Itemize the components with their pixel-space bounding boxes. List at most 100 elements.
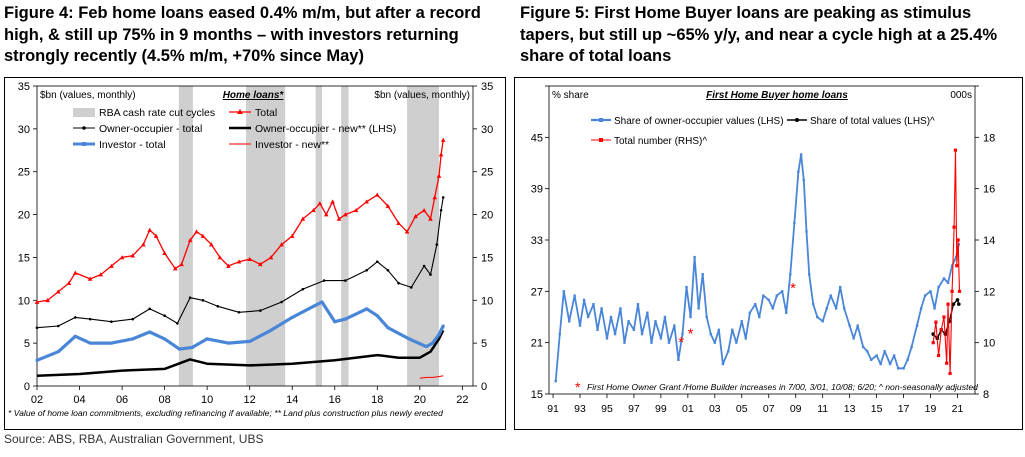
grant-increase-marker: *	[678, 334, 684, 351]
series-total-number-rhs-point	[931, 341, 935, 345]
y-tick-label-right: 14	[983, 235, 995, 247]
x-tick-label: 11	[817, 403, 828, 415]
series-owner-occupier-total-point	[163, 314, 166, 318]
series-share-of-owner-occupier-values-lhs-point	[954, 255, 958, 259]
series-total-point	[330, 199, 335, 204]
series-share-of-owner-occupier-values-lhs-point	[754, 302, 757, 306]
series-share-of-owner-occupier-values-lhs-point	[805, 230, 808, 233]
x-tick-label: 20	[414, 394, 426, 406]
legend-rba-cash-rate-cut-cycles-swatch	[73, 108, 95, 117]
series-total-number-rhs-point	[939, 328, 943, 332]
series-total-number-rhs-point	[952, 225, 956, 229]
series-owner-occupier-total-point	[73, 316, 77, 319]
series-total-number-rhs-line	[932, 149, 961, 375]
series-share-of-owner-occupier-values-lhs-point	[568, 320, 571, 323]
series-total-number-rhs-point	[934, 320, 938, 324]
series-investor-new-line	[419, 375, 444, 379]
x-tick-label: 10	[201, 394, 213, 406]
series-share-of-owner-occupier-values-lhs-point	[578, 324, 582, 327]
series-share-of-owner-occupier-values-lhs-point	[654, 320, 657, 323]
series-total-point	[226, 263, 231, 268]
series-investor-total-point	[290, 316, 294, 319]
y-tick-label-right: 8	[983, 389, 989, 401]
series-total-point	[236, 259, 242, 264]
series-total-point	[147, 227, 153, 232]
series-total-point	[336, 216, 342, 221]
series-owner-occupier-total-point	[176, 322, 179, 325]
x-tick-label: 16	[329, 394, 341, 406]
x-tick-label: 03	[709, 403, 721, 415]
legend-investor-total-label: Investor - total	[99, 139, 166, 151]
series-share-of-owner-occupier-values-lhs-point	[562, 290, 566, 293]
y-tick-label-left: 27	[531, 286, 543, 298]
y-tick-label-right: 20	[481, 210, 493, 222]
y-axis-label-left: $bn (values, monthly)	[40, 90, 136, 101]
legend-rba-cash-rate-cut-cycles-label: RBA cash rate cut cycles	[99, 107, 215, 119]
series-investor-total-point	[343, 317, 347, 321]
series-share-of-owner-occupier-values-lhs-point	[717, 328, 721, 332]
series-investor-total-point	[312, 304, 315, 308]
series-share-of-owner-occupier-values-lhs-point	[721, 362, 725, 366]
series-owner-occupier-total-point	[397, 281, 400, 285]
figure-5-title: Figure 5: First Home Buyer loans are pea…	[520, 4, 998, 65]
series-share-of-owner-occupier-values-lhs-point	[910, 345, 913, 349]
legend-total-label: Total	[255, 107, 277, 119]
series-investor-total-point	[441, 324, 445, 328]
series-owner-occupier-total-point	[35, 326, 39, 330]
series-total-point	[87, 276, 93, 281]
series-share-of-owner-occupier-values-lhs-point	[713, 341, 717, 344]
series-share-of-owner-occupier-values-lhs-point	[689, 315, 692, 319]
legend-investor-total-marker	[82, 142, 86, 146]
series-share-of-owner-occupier-values-lhs-point	[677, 358, 680, 361]
series-investor-total-point	[88, 341, 92, 345]
series-owner-occupier-total-point	[375, 260, 379, 264]
series-total-point	[153, 233, 159, 238]
rate-cut-shading	[246, 86, 286, 386]
series-total-point	[279, 242, 284, 247]
series-share-of-owner-occupier-values-lhs-point	[758, 315, 761, 319]
source-note: Source: ABS, RBA, Australian Government,…	[4, 432, 264, 446]
y-tick-label-right: 25	[481, 167, 493, 179]
legend-owner-occupier-total-marker	[82, 126, 86, 130]
x-tick-label: 04	[73, 394, 85, 406]
first-home-buyer-plot: 15 21 27 33 39 45 8 10 12 14 16 18 91 93 95 97 99 01 03 05 0…	[531, 85, 995, 415]
series-total-point	[162, 250, 167, 255]
x-tick-label: 22	[456, 394, 468, 406]
series-total-point	[200, 233, 206, 238]
y-tick-label-left: 33	[531, 235, 543, 247]
series-owner-occupier-total-point	[429, 273, 432, 276]
series-share-of-owner-occupier-values-lhs-point	[825, 307, 828, 310]
series-share-of-owner-occupier-values-lhs-point	[802, 178, 805, 182]
series-share-of-owner-occupier-values-lhs-point	[640, 332, 644, 336]
series-total-point	[374, 192, 380, 197]
y-tick-label-left: 15	[18, 252, 30, 264]
rate-cut-shading	[178, 86, 193, 386]
series-total-point	[438, 152, 444, 157]
home-loans-chart: 0 0 5 5 10 10 15 15 20 20 25 25 30 30 35 35 02 04 06 08 10 12…	[4, 77, 506, 430]
series-share-of-owner-occupier-values-lhs-point	[861, 345, 865, 349]
legend-share-of-total-values-lhs-label: Share of total values (LHS)^	[810, 116, 935, 127]
series-total-number-rhs-point	[942, 315, 946, 319]
series-share-of-owner-occupier-values-lhs-point	[775, 294, 779, 297]
home-loans-plot: 0 0 5 5 10 10 15 15 20 20 25 25 30 30 35 35 02 04 06 08 10 12…	[8, 81, 493, 418]
series-owner-occupier-total-point	[56, 324, 60, 328]
series-share-of-owner-occupier-values-lhs-point	[875, 354, 878, 357]
series-share-of-owner-occupier-values-lhs-point	[650, 341, 653, 344]
series-share-of-owner-occupier-values-lhs-point	[731, 328, 734, 332]
chart-footnote: * Value of home loan commitments, exclud…	[8, 408, 443, 418]
y-tick-label-left: 20	[18, 210, 30, 222]
y-tick-label-right: 10	[481, 295, 493, 307]
series-investor-total-point	[131, 337, 135, 341]
series-owner-occupier-total-point	[301, 287, 305, 291]
series-share-of-owner-occupier-values-lhs-point	[667, 341, 671, 344]
series-owner-occupier-total-line	[36, 197, 444, 329]
series-total-point	[34, 299, 40, 304]
series-total-point	[404, 229, 410, 234]
series-total-point	[268, 255, 274, 260]
x-tick-label: 12	[244, 394, 256, 406]
series-total-point	[130, 253, 136, 258]
series-owner-occupier-total-point	[344, 279, 347, 282]
series-total-point	[209, 242, 214, 247]
x-tick-label: 14	[286, 394, 298, 406]
series-total-point	[45, 297, 50, 303]
